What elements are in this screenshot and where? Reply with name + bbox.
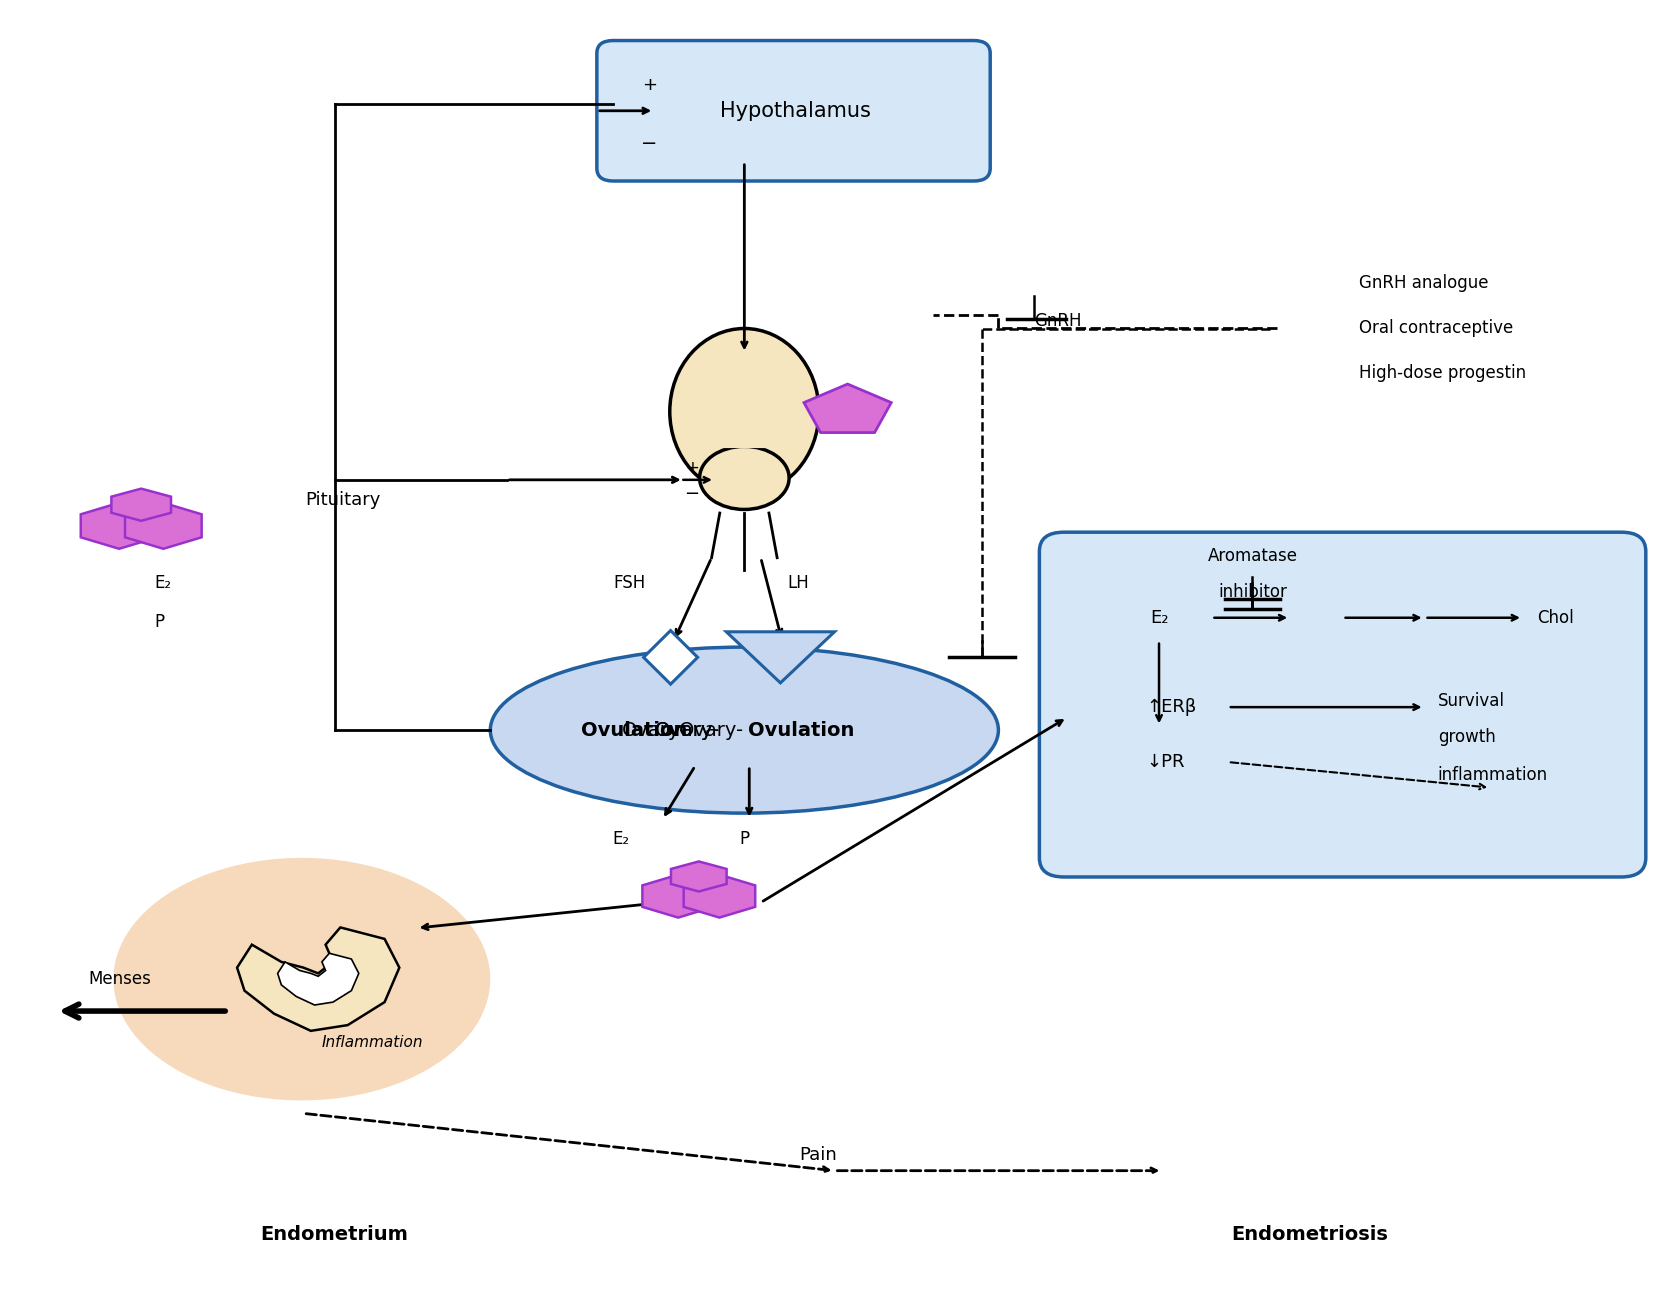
Text: Pain: Pain: [799, 1146, 836, 1165]
Text: Menses: Menses: [88, 970, 152, 988]
Polygon shape: [684, 874, 754, 918]
Ellipse shape: [699, 447, 789, 510]
Polygon shape: [804, 384, 891, 433]
Text: Ovulation: Ovulation: [527, 720, 688, 740]
Text: Oral contraceptive: Oral contraceptive: [1359, 319, 1514, 337]
Text: GnRH: GnRH: [1035, 312, 1082, 331]
Text: Ovulation: Ovulation: [748, 720, 855, 740]
Text: Aromatase: Aromatase: [1207, 548, 1297, 566]
Text: +: +: [684, 459, 699, 477]
Text: ↑ERβ: ↑ERβ: [1147, 698, 1197, 716]
FancyBboxPatch shape: [598, 41, 990, 180]
Text: High-dose progestin: High-dose progestin: [1359, 363, 1525, 382]
Polygon shape: [277, 953, 359, 1005]
Polygon shape: [237, 928, 399, 1031]
Polygon shape: [80, 503, 157, 549]
Polygon shape: [726, 631, 834, 682]
Text: Endometriosis: Endometriosis: [1232, 1225, 1389, 1244]
Text: +: +: [643, 76, 658, 94]
Polygon shape: [644, 630, 698, 684]
Text: inflammation: inflammation: [1437, 766, 1547, 784]
Polygon shape: [125, 503, 202, 549]
Text: −: −: [641, 133, 658, 153]
Text: E₂: E₂: [613, 830, 629, 848]
Text: FSH: FSH: [614, 574, 646, 592]
Text: E₂: E₂: [154, 574, 172, 592]
Text: Inflammation: Inflammation: [322, 1035, 422, 1051]
Polygon shape: [113, 857, 491, 1100]
Ellipse shape: [669, 328, 819, 494]
Polygon shape: [112, 489, 170, 520]
Text: ↓PR: ↓PR: [1147, 753, 1185, 771]
Text: Ovary-: Ovary-: [654, 720, 719, 740]
Text: E₂: E₂: [1150, 609, 1168, 627]
Text: −: −: [684, 485, 699, 503]
Text: Ovary-: Ovary-: [623, 720, 688, 740]
Text: Hypothalamus: Hypothalamus: [719, 101, 871, 120]
Text: inhibitor: inhibitor: [1218, 583, 1287, 601]
Text: Endometrium: Endometrium: [260, 1225, 409, 1244]
Polygon shape: [643, 874, 714, 918]
Text: P: P: [154, 613, 165, 630]
Text: Chol: Chol: [1537, 609, 1574, 627]
Text: Pituitary: Pituitary: [305, 491, 381, 510]
Text: LH: LH: [788, 574, 809, 592]
Text: Survival: Survival: [1437, 691, 1505, 710]
Text: growth: growth: [1437, 728, 1495, 745]
Ellipse shape: [491, 647, 998, 813]
Text: Ovary-: Ovary-: [654, 720, 719, 740]
FancyBboxPatch shape: [1040, 532, 1646, 877]
Text: Ovary-: Ovary-: [679, 720, 744, 740]
Text: GnRH analogue: GnRH analogue: [1359, 274, 1489, 293]
Text: P: P: [739, 830, 749, 848]
Polygon shape: [671, 861, 726, 891]
